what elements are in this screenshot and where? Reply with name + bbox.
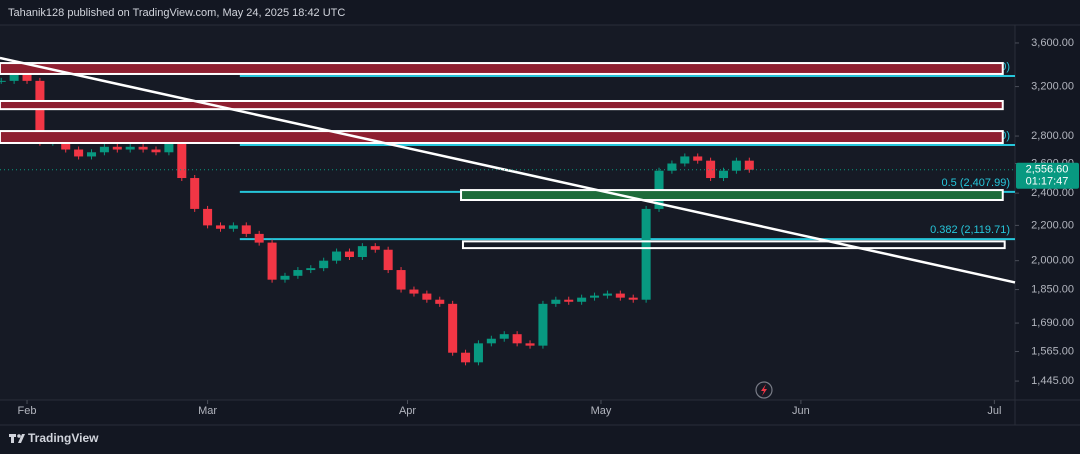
candle-body (306, 268, 316, 271)
y-tick-label: 1,565.00 (1031, 345, 1074, 357)
candle-body (99, 146, 109, 153)
candle-body (667, 163, 677, 171)
candle-body (512, 334, 522, 344)
candle-body (538, 303, 548, 346)
candle-body (332, 251, 342, 261)
candle-body (280, 275, 290, 280)
candle-body (319, 260, 329, 269)
candle-body (590, 295, 600, 298)
candle-body (448, 303, 458, 353)
zone (461, 240, 1006, 250)
lightning-icon (755, 381, 773, 399)
x-tick-label: Jun (792, 405, 810, 417)
y-tick-label: 2,800.00 (1031, 130, 1074, 142)
plot-area (0, 25, 1015, 400)
footer-logo (9, 434, 25, 443)
candle-body (86, 152, 97, 157)
x-tick-label: Jul (987, 405, 1001, 417)
candle-body (525, 343, 535, 346)
candle-body (151, 149, 161, 153)
candle-body (241, 225, 251, 234)
candle-body (35, 80, 45, 143)
candle-body (602, 293, 612, 296)
y-tick-label: 3,200.00 (1031, 81, 1074, 93)
candle-body (190, 178, 200, 209)
candle-body (706, 160, 716, 179)
x-tick-label: Mar (198, 405, 217, 417)
candle-body (22, 72, 32, 81)
zone (0, 99, 1004, 111)
candle-body (215, 225, 226, 229)
candle-body (680, 156, 690, 164)
candle-body (551, 299, 561, 304)
y-tick-label: 1,445.00 (1031, 375, 1074, 387)
candle-body (641, 208, 651, 300)
candle-body (74, 149, 84, 157)
candle-body (409, 289, 419, 294)
candle-body (693, 156, 703, 161)
candle-body (731, 160, 741, 171)
y-tick-label: 2,200.00 (1031, 219, 1074, 231)
y-tick-label: 1,690.00 (1031, 317, 1074, 329)
y-tick-label: 2,000.00 (1031, 255, 1074, 267)
trendline (0, 56, 1016, 284)
x-tick-label: Feb (18, 405, 37, 417)
candle-body (125, 146, 135, 150)
candle-body (228, 225, 238, 229)
candle-body (112, 146, 122, 150)
fib-label: 0.5 (2,407.99) (942, 177, 1011, 189)
candle-body (615, 293, 625, 298)
x-tick-label: May (591, 405, 612, 417)
candle-body (164, 142, 174, 153)
countdown: 01:17:47 (1026, 176, 1069, 188)
candle-body (177, 142, 187, 179)
fib-label: 0.382 (2,119.71) (930, 224, 1010, 236)
candle-body (9, 72, 19, 81)
candle-body (435, 299, 445, 304)
zone (0, 62, 1004, 75)
candle-body (267, 242, 277, 280)
candle-body (293, 270, 303, 276)
price-tag-label: 2,556.60 (1026, 164, 1069, 176)
candle-body (473, 343, 483, 363)
y-tick-label: 3,600.00 (1031, 37, 1074, 49)
candle-body (383, 249, 393, 271)
x-tick-label: Apr (399, 405, 416, 417)
candle-body (628, 297, 638, 300)
candle-body (357, 246, 367, 257)
candle-body (486, 338, 496, 344)
candle-body (744, 160, 754, 170)
candle-body (254, 233, 264, 243)
footer-brand: TradingView (28, 431, 99, 445)
zone (460, 189, 1004, 202)
candle-body (203, 208, 213, 226)
candle-body (499, 334, 509, 339)
candle-body (138, 146, 148, 150)
candle-body (577, 297, 587, 302)
header-text: Tahanik128 published on TradingView.com,… (8, 7, 345, 19)
candle-body (461, 352, 471, 363)
price-tag (1016, 162, 1079, 189)
y-tick-label: 1,850.00 (1031, 283, 1074, 295)
candle-body (0, 80, 6, 82)
candle-body (344, 251, 354, 257)
candle-body (396, 270, 406, 290)
candle-body (370, 246, 380, 250)
candle-body (564, 299, 574, 302)
zone (0, 130, 1004, 144)
candle-body (422, 293, 432, 300)
y-tick-label: 2,400.00 (1031, 187, 1074, 199)
candle-body (718, 170, 729, 179)
